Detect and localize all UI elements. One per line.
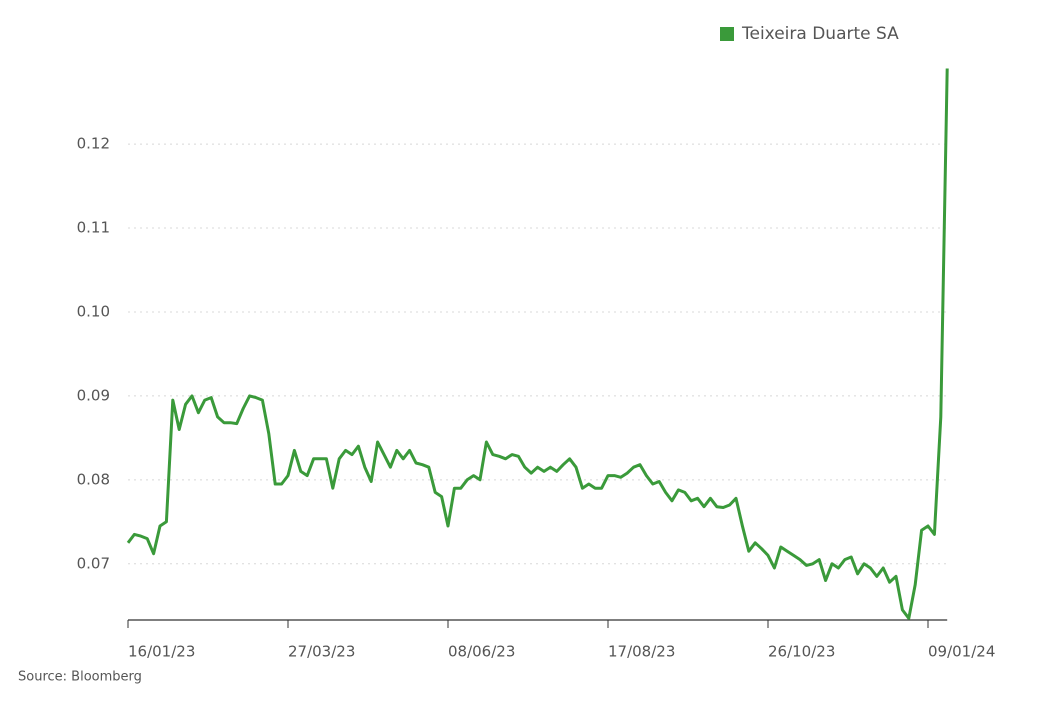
y-tick-label: 0.10: [77, 302, 110, 320]
x-tick-label: 17/08/23: [608, 643, 675, 661]
y-tick-label: 0.09: [77, 386, 110, 404]
x-tick-label: 09/01/24: [928, 643, 995, 661]
y-tick-label: 0.07: [77, 554, 110, 572]
y-tick-label: 0.12: [77, 135, 110, 153]
y-tick-label: 0.11: [77, 219, 110, 237]
x-tick-label: 27/03/23: [288, 643, 355, 661]
legend-label: Teixeira Duarte SA: [741, 24, 899, 44]
source-note: Source: Bloomberg: [18, 670, 142, 685]
legend-swatch: [720, 27, 734, 41]
y-tick-label: 0.08: [77, 470, 110, 488]
x-tick-label: 16/01/23: [128, 643, 195, 661]
series-line: [126, 68, 949, 620]
x-tick-label: 08/06/23: [448, 643, 515, 661]
x-tick-label: 26/10/23: [768, 643, 835, 661]
